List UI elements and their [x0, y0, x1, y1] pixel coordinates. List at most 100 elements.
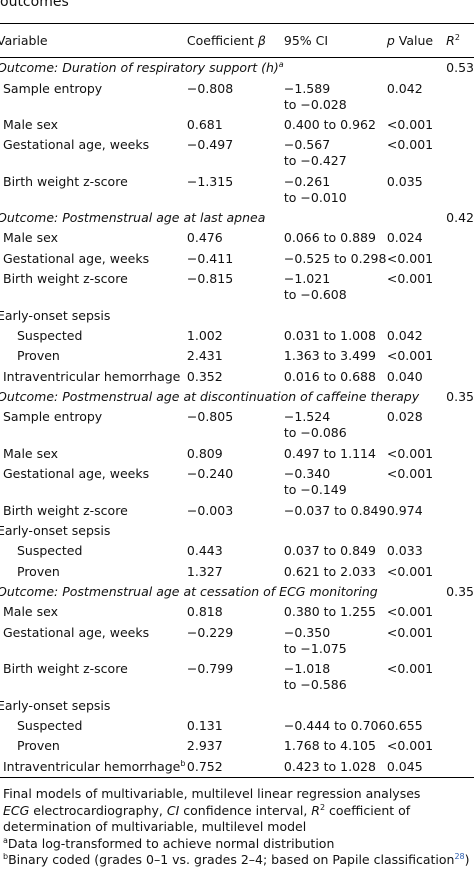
ci-cell: −0.444 to 0.706	[284, 716, 387, 736]
header-row: Variable Coefficient β 95% CI p Value R2	[0, 23, 474, 58]
row: Early-onset sepsis	[0, 521, 474, 541]
ci: 0.380 to 1.255	[283, 604, 376, 620]
ci-cell: −0.567 to −0.427	[284, 135, 387, 171]
r2-cell: 0.35	[446, 582, 474, 602]
row: Birth weight z-score −0.799 −1.018 to −0.58…	[0, 659, 474, 695]
ci-cell: −1.021 to −0.608	[284, 269, 387, 305]
text: Data log-transformed to achieve normal d…	[7, 835, 335, 851]
ci: −0.444 to 0.706	[283, 717, 387, 733]
table-body: Outcome: Duration of respiratory support…	[0, 58, 474, 778]
coefficient: −0.805	[186, 409, 234, 425]
p-value: 0.042	[386, 80, 423, 96]
p-value: 0.035	[386, 173, 423, 189]
row: Proven 2.431 1.363 to 3.499 <0.001	[0, 346, 474, 366]
ci-cell: −0.525 to 0.298	[284, 249, 387, 269]
coefficient: 0.818	[186, 604, 223, 620]
ci-cell: 0.016 to 0.688	[284, 367, 387, 387]
footnote: bBinary coded (grades 0–1 vs. grades 2–4…	[3, 852, 474, 869]
p-cell: <0.001	[387, 623, 446, 659]
p-value: 0.974	[386, 502, 423, 518]
footnote: aData log-transformed to achieve normal …	[3, 836, 474, 853]
empty-cell	[446, 757, 474, 778]
ci-cell: −0.340 to −0.149	[284, 464, 387, 500]
p-value: <0.001	[386, 624, 434, 640]
p-cell: 0.040	[387, 367, 446, 387]
variable-cell: Sample entropy	[0, 407, 187, 443]
p-value: <0.001	[386, 348, 434, 364]
variable-cell: Gestational age, weeks	[0, 623, 187, 659]
ci: to −0.086	[283, 425, 347, 441]
ci: 0.016 to 0.688	[283, 368, 376, 384]
reference[interactable]: 28	[454, 851, 465, 861]
p-value: <0.001	[386, 661, 434, 677]
variable-cell: Suspected	[0, 541, 187, 561]
p-value: <0.001	[386, 738, 434, 754]
p-value: <0.001	[386, 604, 434, 620]
group: Early-onset sepsis	[0, 307, 111, 323]
r2: 0.53	[446, 60, 474, 76]
variable-cell: Birth weight z-score	[0, 500, 187, 520]
p-cell: 0.974	[387, 500, 446, 520]
r2: 0.42	[446, 210, 474, 226]
empty-cell	[446, 346, 474, 366]
coefficient-cell: −0.497	[187, 135, 284, 171]
r2: 0.35	[446, 584, 474, 600]
ci: 0.037 to 0.849	[283, 543, 376, 559]
p-value: 0.024	[386, 230, 423, 246]
variable-cell: Male sex	[0, 115, 187, 135]
p-cell: <0.001	[387, 736, 446, 756]
empty-cell	[446, 464, 474, 500]
row: Birth weight z-score −0.003 −0.037 to 0.84…	[0, 500, 474, 520]
empty-cell	[446, 602, 474, 622]
outcome-cell: Outcome: Duration of respiratory support…	[0, 58, 446, 79]
row: Sample entropy −0.805 −1.524 to −0.086 0.028	[0, 407, 474, 443]
coefficient: −0.799	[186, 661, 234, 677]
superscript: a	[3, 835, 8, 845]
coefficient-cell: −0.229	[187, 623, 284, 659]
text: Binary coded (grades 0–1 vs. grades 2–4;…	[8, 852, 455, 867]
coefficient: 0.476	[186, 230, 223, 246]
variable: Birth weight z-score	[3, 661, 128, 677]
group: Early-onset sepsis	[0, 522, 111, 538]
variable-cell: Sample entropy	[0, 78, 187, 114]
ci-cell: 0.497 to 1.114	[284, 444, 387, 464]
variable: Sample entropy	[3, 409, 103, 425]
ci: 0.400 to 0.962	[283, 116, 376, 132]
outcome: Outcome: Duration of respiratory support…	[0, 60, 279, 76]
p-cell: 0.655	[387, 716, 446, 736]
superscript: 2	[319, 802, 326, 812]
variable-cell: Proven	[0, 562, 187, 582]
text: coefficient of determination of multivar…	[3, 802, 411, 835]
row: Suspected 1.002 0.031 to 1.008 0.042	[0, 326, 474, 346]
variable-cell: Male sex	[0, 602, 187, 622]
text: confidence interval,	[179, 802, 312, 818]
coefficient: −0.003	[186, 502, 234, 518]
p-cell: 0.045	[387, 757, 446, 778]
variable-cell: Birth weight z-score	[0, 269, 187, 305]
coefficient-cell: 0.681	[187, 115, 284, 135]
coefficient: 0.752	[186, 758, 223, 774]
row: Outcome: Postmenstrual age at discontinu…	[0, 387, 474, 407]
row: Male sex 0.809 0.497 to 1.114 <0.001	[0, 444, 474, 464]
outcome: Outcome: Postmenstrual age at cessation …	[0, 584, 378, 600]
variable: Gestational age, weeks	[3, 624, 150, 640]
footnotes: Final models of multivariable, multileve…	[3, 786, 474, 869]
p-value: 0.028	[386, 409, 423, 425]
p-cell: 0.033	[387, 541, 446, 561]
ci-cell: 0.423 to 1.028	[284, 757, 387, 778]
coefficient-cell: −0.799	[187, 659, 284, 695]
p-cell: <0.001	[387, 135, 446, 171]
ci: 0.066 to 0.889	[283, 230, 376, 246]
variable: Suspected	[17, 717, 83, 733]
coefficient: −0.240	[186, 466, 234, 482]
ci-cell: 1.363 to 3.499	[284, 346, 387, 366]
p-value: <0.001	[386, 466, 434, 482]
abbr: R	[311, 802, 320, 818]
coefficient: 2.937	[186, 738, 223, 754]
ci: 0.423 to 1.028	[283, 758, 376, 774]
outcome-cell: Outcome: Postmenstrual age at cessation …	[0, 582, 446, 602]
coefficient: 0.681	[186, 116, 223, 132]
row: Proven 1.327 0.621 to 2.033 <0.001	[0, 562, 474, 582]
p-value: 0.042	[386, 327, 423, 343]
empty-cell	[446, 172, 474, 208]
